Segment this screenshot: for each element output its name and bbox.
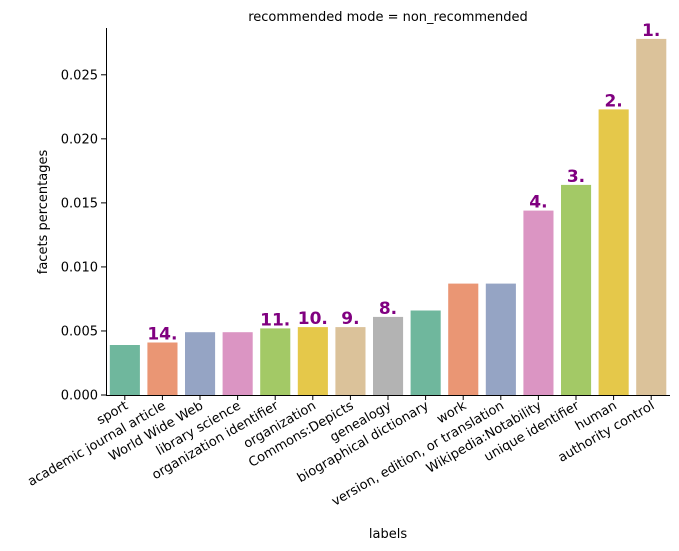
y-tick-label: 0.005 <box>61 324 98 339</box>
bar-4 <box>222 332 253 395</box>
rank-annotation: 10. <box>298 309 328 329</box>
rank-annotation: 4. <box>529 193 547 213</box>
bar-13 <box>561 184 592 395</box>
chart-title: recommended mode = non_recommended <box>248 10 528 25</box>
bar-12 <box>523 210 554 395</box>
bar-14 <box>598 109 629 396</box>
bar-7 <box>335 327 366 395</box>
bar-2 <box>147 342 178 395</box>
bar-11 <box>485 283 516 395</box>
y-tick-label: 0.000 <box>61 389 98 404</box>
bar-3 <box>185 332 216 395</box>
bar-8 <box>373 316 404 395</box>
bars-group <box>109 38 667 396</box>
bar-6 <box>297 327 328 395</box>
bar-1 <box>109 345 140 395</box>
y-tick-label: 0.010 <box>61 260 98 275</box>
bar-15 <box>636 38 667 396</box>
bar-5 <box>260 328 291 395</box>
bar-9 <box>410 310 441 395</box>
y-tick-label: 0.015 <box>61 196 98 211</box>
rank-annotation: 3. <box>567 167 585 187</box>
rank-annotation: 11. <box>260 310 290 330</box>
rank-annotation: 8. <box>379 299 397 319</box>
rank-annotation: 14. <box>147 325 177 345</box>
y-tick-label: 0.020 <box>61 132 98 147</box>
rank-annotation: 1. <box>642 21 660 41</box>
bar-10 <box>448 283 479 395</box>
rank-annotation: 9. <box>341 309 359 329</box>
y-tick-label: 0.025 <box>61 68 98 83</box>
x-axis-title: labels <box>369 527 407 542</box>
y-axis-title: facets percentages <box>36 150 51 275</box>
rank-annotations: 14. 11. 10. 9. 8. 4. 3. 2. 1. <box>147 21 660 345</box>
rank-annotation: 2. <box>604 91 622 111</box>
y-axis-ticks: 0.000 0.005 0.010 0.015 0.020 0.025 <box>61 68 106 404</box>
